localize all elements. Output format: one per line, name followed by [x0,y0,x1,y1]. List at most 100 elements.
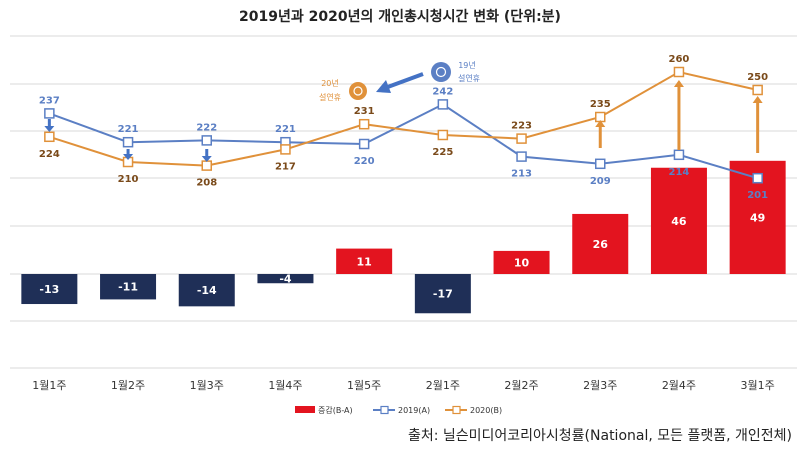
arrow-head-icon [376,80,391,93]
bar-value-label: 46 [671,215,687,228]
arrow-head-icon [673,80,684,87]
line-marker [201,135,212,146]
line-2020-value-label: 224 [39,149,60,160]
holiday-2020-icon [349,82,367,100]
line-2019-value-label: 201 [747,190,768,201]
line-markers [44,66,763,184]
line-2020-value-label: 223 [511,121,532,132]
line-2020-value-label: 208 [196,178,217,189]
line-2019-value-label: 209 [590,176,611,187]
bar [257,274,314,284]
source-note: 출처: 닐슨미디어코리아시청률(National, 모든 플랫폼, 개인전체) [407,428,792,444]
x-tick-label: 2월4주 [662,379,696,392]
pointer-arrow-icon [384,72,424,90]
line-2019-value-label: 221 [118,124,139,135]
line-2019-value-label: 214 [669,167,690,178]
line-2020-value-label: 250 [747,72,768,83]
holiday-2019-label: 설연휴 [458,73,480,83]
line-marker [516,133,527,144]
line-marker [44,131,55,143]
bar [178,274,235,307]
holiday-2019-label: 19년 [458,60,476,70]
line-2020-value-label: 260 [669,54,690,65]
bar [414,274,471,314]
line-2019-value-label: 220 [354,156,375,167]
arrow-head-icon [123,154,134,160]
line-2019-value-label: 221 [275,124,296,135]
line-2020-value-label: 210 [118,174,139,185]
bar-value-label: 26 [593,238,609,251]
x-tick-label: 1월4주 [268,379,302,392]
line-2020-value-label: 235 [590,99,611,110]
legend-label: 2019(A) [398,406,430,415]
legend: 증감(B-A) 2019(A) 2020(B) [295,405,502,415]
line-marker [201,160,212,171]
legend-label: 증감(B-A) [318,405,353,415]
line-2020-value-label: 231 [354,106,375,117]
bar-value-label: -14 [197,284,217,297]
bar [650,167,707,274]
arrow-head-icon [44,126,55,132]
line-marker [358,138,370,150]
line-marker [122,136,134,148]
x-tick-label: 1월2주 [111,379,145,392]
legend-label: 2020(B) [470,406,502,415]
holiday-2019-icon [431,62,451,82]
line-marker [437,129,449,141]
line-series [49,70,758,180]
x-tick-label: 2월3주 [583,379,617,392]
line-marker [280,144,291,155]
bar-value-label: -11 [118,281,138,294]
x-tick-label: 1월5주 [347,379,381,392]
line-2020-value-label: 217 [275,161,296,172]
line-2020-value-label: 225 [432,147,453,158]
bar-value-label: -17 [433,288,453,301]
bar-value-label: 11 [356,255,371,268]
bar [100,274,157,300]
line-2019 [49,103,758,180]
line-marker [673,149,685,161]
x-tick-label: 1월3주 [190,379,224,392]
bar-value-label: 49 [750,211,765,224]
x-tick-label: 2월1주 [426,379,460,392]
badge-detail [435,66,447,78]
badge-detail [353,86,363,96]
bar-value-label: -13 [39,283,59,296]
legend-marker [452,405,461,415]
line-marker [752,172,763,184]
line-2019-value-label: 222 [196,122,217,133]
legend-marker [380,405,389,415]
line-marker [595,158,606,170]
holiday-2020-label: 설연휴 [319,92,341,102]
line-2019-value-label: 213 [511,169,532,180]
line-marker [44,108,55,119]
x-tick-label: 2월2주 [504,379,538,392]
x-tick-label: 1월1주 [32,379,66,392]
chart-title: 2019년과 2020년의 개인총시청시간 변화 (단위:분) [239,9,561,25]
arrow-head-icon [201,156,212,162]
arrow-head-icon [752,96,763,103]
bar-value-label: -4 [279,273,292,286]
x-tick-label: 3월1주 [741,379,775,392]
bar [493,250,550,274]
holiday-2020-label: 20년 [321,78,339,88]
arrow-head-icon [595,120,606,127]
line-marker [752,84,763,96]
line-2020 [49,70,758,167]
bar-series [21,160,786,314]
line-2019-value-label: 237 [39,95,60,106]
line-marker [673,66,685,78]
line-marker [437,99,449,110]
bar [336,248,393,274]
bar [572,213,629,274]
line-2019-value-label: 242 [432,86,453,97]
line-marker [358,118,370,130]
x-tick-labels: 1월1주 1월2주 1월3주 1월4주 1월5주 2월1주 2월2주 2월3주 2월4주 3월1주 [32,379,775,392]
legend-swatch [295,406,315,413]
line-marker [516,151,527,162]
bar-value-label: 10 [514,256,530,269]
bar [21,274,78,305]
